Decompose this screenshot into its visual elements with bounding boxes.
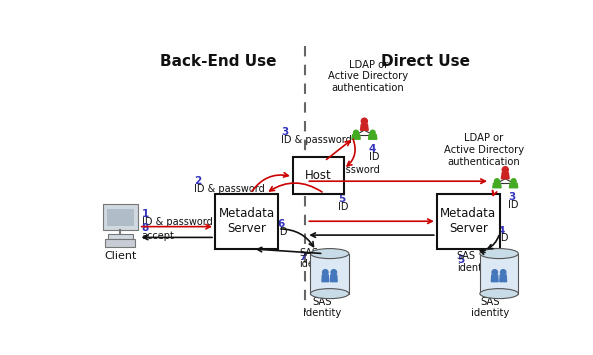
Text: ID & password: ID & password	[310, 165, 380, 175]
Bar	[480, 253, 518, 294]
Text: Metadata
Server: Metadata Server	[218, 207, 275, 235]
Text: ID: ID	[498, 233, 508, 243]
Text: Direct Use: Direct Use	[381, 54, 470, 69]
Circle shape	[323, 270, 328, 275]
Text: 5: 5	[457, 255, 464, 265]
Circle shape	[353, 130, 359, 135]
Text: LDAP or
Active Directory
authentication: LDAP or Active Directory authentication	[444, 133, 524, 166]
Text: 3: 3	[508, 192, 515, 202]
Text: 4: 4	[369, 144, 377, 154]
Text: accept: accept	[142, 231, 175, 241]
Text: 8: 8	[142, 223, 149, 233]
Text: SAS
identity: SAS identity	[303, 297, 341, 318]
Circle shape	[500, 270, 506, 275]
Ellipse shape	[480, 248, 518, 258]
Text: 2: 2	[194, 176, 202, 186]
Circle shape	[361, 118, 368, 124]
Text: 2: 2	[310, 157, 317, 167]
Ellipse shape	[480, 289, 518, 299]
Text: Client: Client	[104, 251, 136, 261]
Text: 5: 5	[338, 194, 346, 204]
Text: ID: ID	[508, 200, 519, 210]
Circle shape	[331, 270, 336, 275]
Text: ID: ID	[338, 202, 349, 212]
Polygon shape	[352, 135, 360, 139]
Polygon shape	[500, 275, 506, 282]
FancyBboxPatch shape	[105, 239, 135, 247]
Text: ID: ID	[369, 152, 380, 162]
Text: ID: ID	[278, 227, 288, 237]
Text: 6: 6	[278, 219, 285, 229]
Polygon shape	[493, 183, 501, 188]
Bar	[311, 253, 349, 294]
Polygon shape	[502, 173, 509, 179]
Text: ID & password: ID & password	[281, 135, 352, 145]
FancyBboxPatch shape	[103, 204, 138, 230]
Circle shape	[495, 179, 499, 184]
Bar	[436, 193, 500, 249]
FancyBboxPatch shape	[107, 208, 134, 226]
Polygon shape	[509, 183, 518, 188]
Bar	[293, 157, 343, 193]
Text: Back-End Use: Back-End Use	[160, 54, 276, 69]
Text: 3: 3	[281, 127, 288, 137]
Text: ID & password: ID & password	[142, 217, 212, 227]
Polygon shape	[322, 275, 329, 282]
Text: Host: Host	[305, 169, 331, 181]
Ellipse shape	[311, 248, 349, 258]
FancyBboxPatch shape	[107, 234, 133, 239]
Text: ID & password: ID & password	[194, 184, 265, 194]
Circle shape	[492, 270, 498, 275]
Text: SAS
identity: SAS identity	[457, 251, 494, 273]
Text: SAS
identity: SAS identity	[471, 297, 509, 318]
Text: SAS
identity: SAS identity	[299, 248, 336, 269]
Text: LDAP or
Active Directory
authentication: LDAP or Active Directory authentication	[328, 60, 408, 93]
Polygon shape	[368, 135, 377, 139]
Polygon shape	[492, 275, 498, 282]
Polygon shape	[330, 275, 337, 282]
Text: 4: 4	[498, 225, 505, 236]
Bar	[215, 193, 278, 249]
Circle shape	[511, 179, 516, 184]
Circle shape	[502, 167, 508, 173]
Text: Metadata
Server: Metadata Server	[440, 207, 496, 235]
Text: 7: 7	[299, 252, 306, 262]
Polygon shape	[361, 124, 368, 130]
Text: 1: 1	[142, 209, 149, 219]
Ellipse shape	[311, 289, 349, 299]
Circle shape	[370, 130, 375, 135]
